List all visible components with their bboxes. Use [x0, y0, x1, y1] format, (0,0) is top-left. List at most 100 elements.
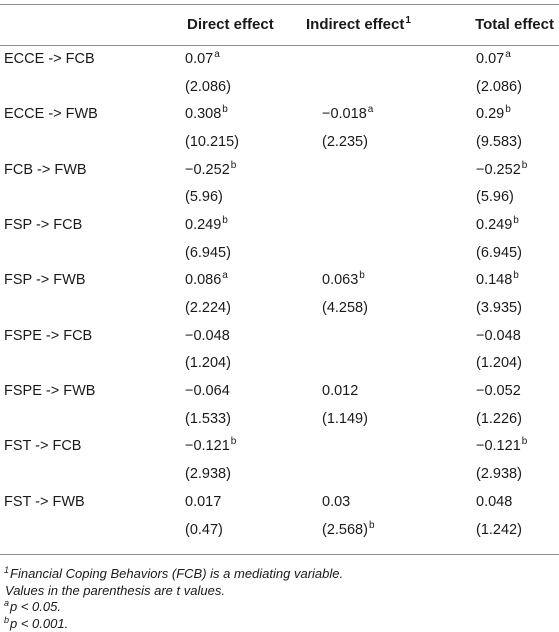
path-label: ECCE -> FWB — [0, 100, 164, 128]
direct-t-value: (2.224) — [164, 294, 302, 322]
direct-effect-value: 0.07a — [164, 45, 302, 73]
empty-cell — [0, 516, 164, 544]
significance-marker: a — [222, 270, 228, 281]
total-effect-value: 0.048 — [468, 488, 559, 516]
significance-marker: b — [359, 270, 365, 281]
total-t-value: (1.204) — [468, 350, 559, 378]
indirect-effect-value — [302, 433, 468, 461]
header-indirect-effect: Indirect effect1 — [302, 4, 468, 45]
significance-marker: b — [369, 520, 375, 531]
total-t-value: (3.935) — [468, 294, 559, 322]
significance-marker: b — [505, 104, 511, 115]
footnote-line: 1Financial Coping Behaviors (FCB) is a m… — [4, 566, 343, 583]
header-path — [0, 4, 164, 45]
direct-effect-value: −0.252b — [164, 156, 302, 184]
path-label: FST -> FCB — [0, 433, 164, 461]
table-row-t-values: (5.96) (5.96) — [0, 183, 559, 211]
direct-t-value: (2.086) — [164, 73, 302, 101]
direct-t-value: (0.47) — [164, 516, 302, 544]
indirect-effect-value — [302, 322, 468, 350]
total-t-value: (2.938) — [468, 460, 559, 488]
total-effect-value: −0.048 — [468, 322, 559, 350]
indirect-effect-value — [302, 45, 468, 73]
indirect-t-value: (2.235) — [302, 128, 468, 156]
direct-effect-value: 0.249b — [164, 211, 302, 239]
direct-effect-value: −0.048 — [164, 322, 302, 350]
table-footnotes: 1Financial Coping Behaviors (FCB) is a m… — [4, 566, 343, 632]
table-row-t-values: (2.938) (2.938) — [0, 460, 559, 488]
empty-cell — [0, 128, 164, 156]
indirect-t-value — [302, 183, 468, 211]
indirect-effect-value — [302, 211, 468, 239]
path-label: FST -> FWB — [0, 488, 164, 516]
empty-cell — [0, 405, 164, 433]
footnote-marker: 1 — [405, 15, 411, 26]
table-row-t-values: (0.47)(2.568)b(1.242) — [0, 516, 559, 544]
empty-cell — [0, 350, 164, 378]
direct-t-value: (5.96) — [164, 183, 302, 211]
indirect-t-value — [302, 239, 468, 267]
table-row-t-values: (2.086) (2.086) — [0, 73, 559, 101]
path-label: FSPE -> FWB — [0, 377, 164, 405]
total-t-value: (5.96) — [468, 183, 559, 211]
indirect-t-value — [302, 73, 468, 101]
indirect-effect-value: 0.063b — [302, 267, 468, 295]
empty-cell — [0, 239, 164, 267]
total-effect-value: 0.29b — [468, 100, 559, 128]
total-t-value: (6.945) — [468, 239, 559, 267]
significance-marker: b — [222, 215, 228, 226]
significance-marker: b — [222, 104, 228, 115]
indirect-effect-value: 0.012 — [302, 377, 468, 405]
direct-t-value: (10.215) — [164, 128, 302, 156]
table-bottom-rule — [0, 554, 559, 555]
significance-marker: b — [231, 436, 237, 447]
path-label: FSPE -> FCB — [0, 322, 164, 350]
table-row-t-values: (1.204)(1.204) — [0, 350, 559, 378]
indirect-effect-value — [302, 156, 468, 184]
total-effect-value: −0.252b — [468, 156, 559, 184]
table-row-t-values: (1.533)(1.149)(1.226) — [0, 405, 559, 433]
empty-cell — [0, 73, 164, 101]
path-label: FSP -> FCB — [0, 211, 164, 239]
total-effect-value: −0.052 — [468, 377, 559, 405]
footnote-line: Values in the parenthesis are t values. — [4, 583, 343, 600]
significance-marker: b — [513, 215, 519, 226]
table-header-row: Direct effect Indirect effect1 Total eff… — [0, 4, 559, 45]
direct-t-value: (1.533) — [164, 405, 302, 433]
path-label: ECCE -> FCB — [0, 45, 164, 73]
total-t-value: (9.583) — [468, 128, 559, 156]
empty-cell — [0, 294, 164, 322]
indirect-effect-value: −0.018a — [302, 100, 468, 128]
table-row: FCB -> FWB−0.252b−0.252b — [0, 156, 559, 184]
table-row-t-values: (6.945) (6.945) — [0, 239, 559, 267]
path-label: FCB -> FWB — [0, 156, 164, 184]
table-row: FSPE -> FCB−0.048−0.048 — [0, 322, 559, 350]
significance-marker: b — [513, 270, 519, 281]
effects-table: Direct effect Indirect effect1 Total eff… — [0, 4, 559, 543]
direct-t-value: (2.938) — [164, 460, 302, 488]
indirect-t-value: (1.149) — [302, 405, 468, 433]
path-label: FSP -> FWB — [0, 267, 164, 295]
direct-effect-value: −0.064 — [164, 377, 302, 405]
significance-marker: b — [522, 436, 528, 447]
empty-cell — [0, 460, 164, 488]
indirect-t-value — [302, 460, 468, 488]
significance-marker: b — [231, 160, 237, 171]
indirect-effect-value: 0.03 — [302, 488, 468, 516]
table-row: FST -> FCB−0.121b−0.121b — [0, 433, 559, 461]
total-t-value: (2.086) — [468, 73, 559, 101]
direct-effect-value: 0.017 — [164, 488, 302, 516]
indirect-t-value: (2.568)b — [302, 516, 468, 544]
table-row-t-values: (10.215)(2.235)(9.583) — [0, 128, 559, 156]
total-effect-value: 0.148b — [468, 267, 559, 295]
indirect-t-value — [302, 350, 468, 378]
significance-marker: a — [368, 104, 374, 115]
direct-t-value: (6.945) — [164, 239, 302, 267]
total-effect-value: −0.121b — [468, 433, 559, 461]
total-effect-value: 0.07a — [468, 45, 559, 73]
